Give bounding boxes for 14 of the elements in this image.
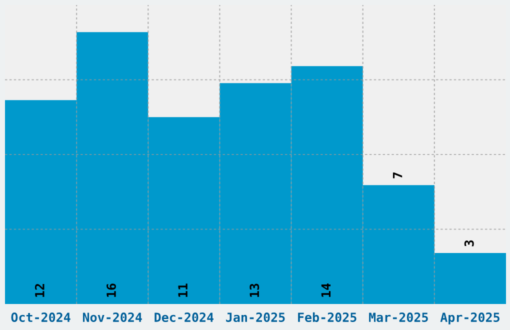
data-label: 3 <box>464 240 474 246</box>
x-tick-label: Nov-2024 <box>82 312 142 322</box>
x-tick-label: Feb-2025 <box>298 312 356 322</box>
data-label: 11 <box>178 284 188 297</box>
data-label: 16 <box>106 284 116 297</box>
x-tick-label: Dec-2024 <box>154 312 214 322</box>
data-label: 7 <box>392 172 402 178</box>
data-label: 14 <box>321 284 331 297</box>
x-tick-label: Apr-2025 <box>440 312 500 324</box>
x-tick-label: Mar-2025 <box>369 312 428 322</box>
x-tick-label: Jan-2025 <box>226 312 285 322</box>
data-label: 13 <box>250 284 260 297</box>
data-label: 12 <box>34 284 44 297</box>
x-tick-label: Oct-2024 <box>11 312 70 322</box>
